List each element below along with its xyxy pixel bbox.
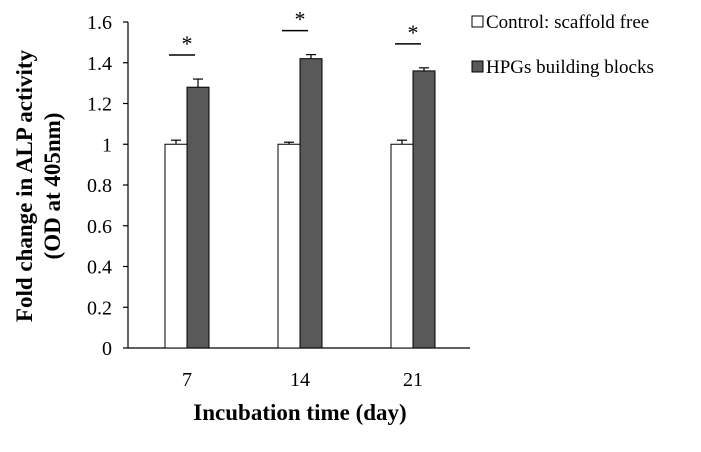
x-axis-title: Incubation time (day) <box>193 400 406 425</box>
bar-hpgs-day-21 <box>412 70 436 349</box>
significance-star-day-21: * <box>408 20 419 45</box>
legend: Control: scaffold free HPGs building blo… <box>471 12 654 78</box>
y-axis-title: Fold change in ALP activity (OD at 405nm… <box>12 49 65 322</box>
x-tick-label-day-21: 21 <box>403 369 423 391</box>
significance-star-day-14: * <box>295 7 306 32</box>
error-bars-group <box>171 53 429 145</box>
x-tick-label-day-14: 14 <box>290 369 310 391</box>
bar-control-day-7 <box>164 143 188 349</box>
y-axis-tick-labels: 0 0.2 0.4 0.6 0.8 1 1.2 1.4 1.6 <box>87 12 112 360</box>
y-axis-ticks <box>123 21 128 349</box>
y-tick-label-2: 0.4 <box>87 257 112 279</box>
y-tick-label-6: 1.2 <box>87 94 112 116</box>
y-tick-label-5: 1 <box>102 134 112 156</box>
bar-hpgs-day-14 <box>299 58 323 349</box>
legend-label-hpgs: HPGs building blocks <box>486 57 654 78</box>
y-tick-label-3: 0.6 <box>87 216 112 238</box>
significance-star-day-7: * <box>182 31 193 56</box>
bar-hpgs-day-7 <box>186 86 210 349</box>
y-axis-title-line-2: (OD at 405nm) <box>40 113 65 260</box>
bar-control-day-21 <box>390 143 414 349</box>
y-tick-label-4: 0.8 <box>87 175 112 197</box>
bars-group <box>164 58 436 349</box>
bar-control-day-14 <box>277 143 301 349</box>
y-tick-label-7: 1.4 <box>87 53 112 75</box>
x-tick-label-day-7: 7 <box>182 369 192 391</box>
x-axis-tick-labels: 7 14 21 <box>182 369 423 391</box>
y-tick-label-0: 0 <box>102 338 112 360</box>
y-tick-label-1: 0.2 <box>87 297 112 319</box>
y-tick-label-8: 1.6 <box>87 12 112 34</box>
legend-label-control: Control: scaffold free <box>486 12 649 33</box>
y-axis-title-line-1: Fold change in ALP activity <box>12 49 37 322</box>
significance-markers: * * * <box>169 7 421 56</box>
legend-swatch-control <box>471 15 484 28</box>
legend-swatch-hpgs <box>471 60 484 73</box>
